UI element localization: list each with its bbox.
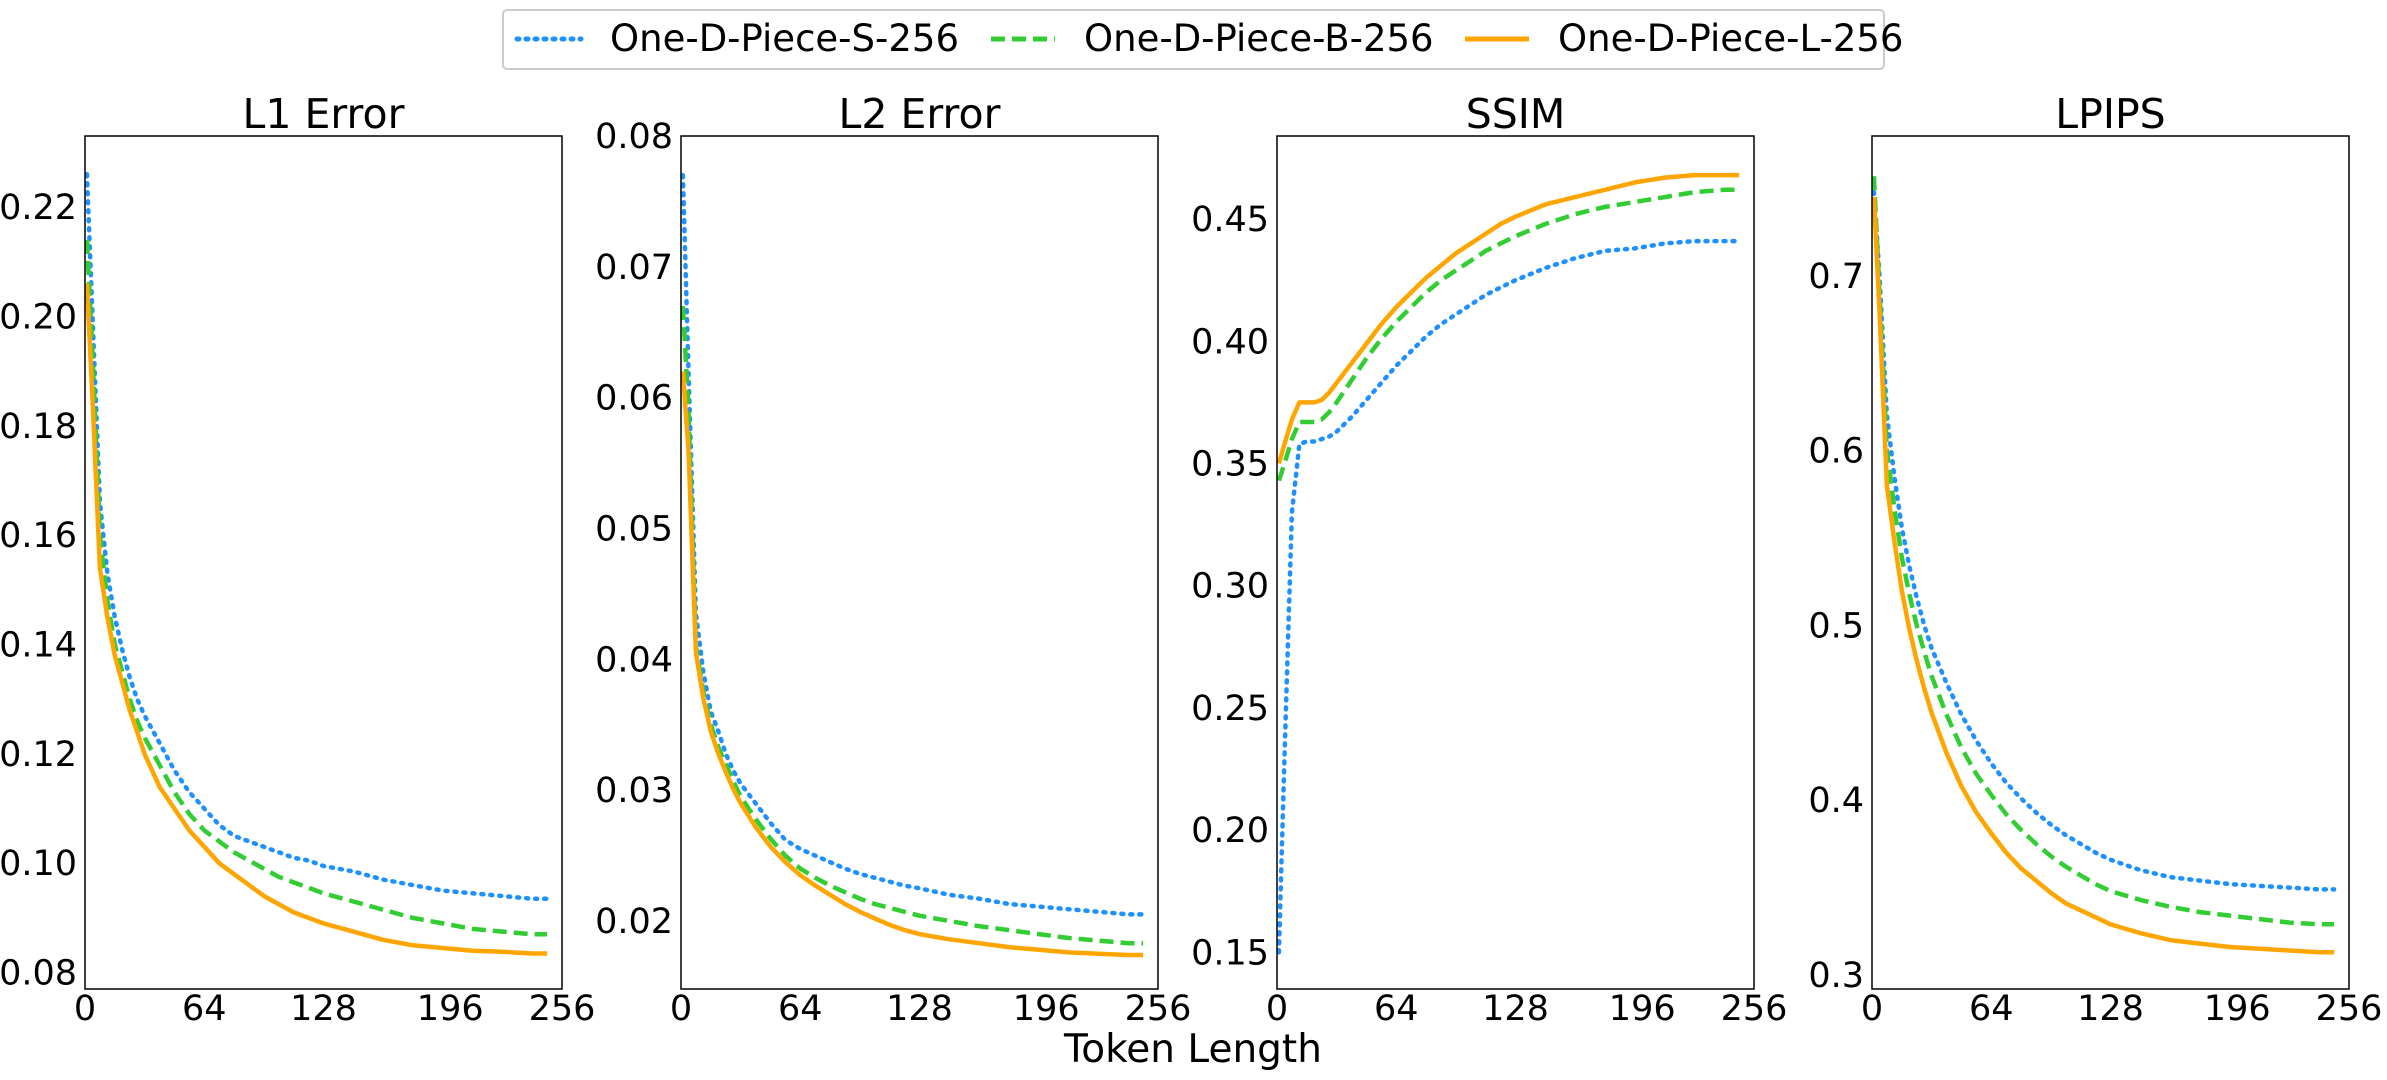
y-tick-label: 0.20 (1191, 811, 1269, 851)
panel-title: L1 Error (243, 90, 405, 138)
series-line (681, 371, 1144, 958)
series-group (1277, 172, 1742, 955)
y-tick-label: 0.25 (1191, 689, 1269, 729)
series-line (1872, 176, 2335, 927)
legend-box (502, 9, 1885, 70)
y-tick-label: 0.02 (595, 902, 673, 942)
y-tick-label: 0.5 (1808, 606, 1864, 646)
x-axis-label: Token Length (1063, 1027, 1322, 1072)
y-tick-label: 0.30 (1191, 567, 1269, 607)
y-tick-label: 0.22 (0, 188, 77, 228)
panel-title: LPIPS (2055, 90, 2165, 138)
series-line (1277, 172, 1740, 465)
x-tick-label: 256 (529, 989, 596, 1029)
y-tick-label: 0.06 (595, 379, 673, 419)
x-tick-label: 256 (1125, 989, 1192, 1029)
x-tick-label: 64 (1374, 989, 1419, 1029)
x-tick-label: 64 (182, 989, 227, 1029)
panel-title: L2 Error (839, 90, 1001, 138)
plot-frame (1276, 135, 1755, 990)
series-group (85, 172, 550, 956)
series-group (1872, 176, 2337, 955)
panel-title: SSIM (1466, 90, 1566, 138)
chart-panels: L1 Error 0 64 128 196 256 0.08 0.10 0.12 0.14 0.16… (0, 90, 2382, 1029)
chart-panel: L1 Error 0 64 128 196 256 0.08 0.10 0.12 0.14 0.16… (0, 90, 595, 1029)
y-tick-label: 0.08 (0, 954, 77, 994)
y-tick-label: 0.08 (595, 117, 673, 157)
y-tick-label: 0.15 (1191, 933, 1269, 973)
x-tick-label: 196 (417, 989, 484, 1029)
series-line (85, 172, 550, 902)
y-tick-label: 0.12 (0, 735, 77, 775)
series-line (85, 239, 548, 937)
y-tick-label: 0.40 (1191, 322, 1269, 362)
x-tick-label: 0 (74, 989, 96, 1029)
plot-frame (680, 135, 1159, 990)
x-tick-label: 128 (1482, 989, 1549, 1029)
x-tick-label: 0 (1266, 989, 1288, 1029)
y-tick-label: 0.35 (1191, 445, 1269, 485)
x-tick-label: 0 (670, 989, 692, 1029)
series-line (1277, 187, 1740, 482)
chart-panel: LPIPS 0 64 128 196 256 0.3 0.4 0.5 0.6 0.7 (1808, 90, 2382, 1029)
x-tick-label: 196 (2204, 989, 2271, 1029)
y-tick-label: 0.4 (1808, 781, 1864, 821)
x-tick-label: 0 (1861, 989, 1883, 1029)
plot-frame (1871, 135, 2350, 990)
x-tick-label: 196 (1609, 989, 1676, 1029)
y-tick-label: 0.7 (1808, 257, 1864, 297)
y-tick-label: 0.20 (0, 297, 77, 337)
y-tick-label: 0.6 (1808, 432, 1864, 472)
chart-panel: SSIM 0 64 128 196 256 0.15 0.20 0.25 0.30 0.35 0.40… (1191, 90, 1787, 1029)
x-tick-label: 256 (2316, 989, 2383, 1029)
y-tick-label: 0.07 (595, 248, 673, 288)
y-tick-label: 0.3 (1808, 956, 1864, 996)
y-tick-label: 0.18 (0, 407, 77, 447)
series-group (681, 172, 1146, 958)
series-line (1872, 189, 2337, 892)
y-tick-label: 0.10 (0, 844, 77, 884)
x-tick-label: 64 (1969, 989, 2014, 1029)
y-tick-label: 0.03 (595, 771, 673, 811)
x-tick-label: 64 (778, 989, 823, 1029)
series-line (681, 172, 1146, 917)
series-line (85, 283, 548, 956)
y-tick-label: 0.16 (0, 516, 77, 556)
legend-label: One-D-Piece-L-256 (1558, 17, 1903, 60)
x-tick-label: 196 (1013, 989, 1080, 1029)
y-tick-label: 0.14 (0, 626, 77, 666)
legend-label: One-D-Piece-S-256 (610, 17, 959, 60)
series-line (1277, 238, 1742, 955)
plot-frame (84, 135, 563, 990)
y-tick-label: 0.05 (595, 509, 673, 549)
chart-panel: L2 Error 0 64 128 196 256 0.02 0.03 0.04 0.05 0.06… (595, 90, 1191, 1029)
y-tick-label: 0.45 (1191, 200, 1269, 240)
y-tick-label: 0.04 (595, 640, 673, 680)
series-line (681, 305, 1144, 946)
x-tick-label: 128 (886, 989, 953, 1029)
legend: One-D-Piece-S-256 One-D-Piece-B-256 One-D-… (502, 9, 1903, 70)
legend-label: One-D-Piece-B-256 (1084, 17, 1434, 60)
series-line (1872, 197, 2335, 955)
x-tick-label: 128 (290, 989, 357, 1029)
x-tick-label: 128 (2077, 989, 2144, 1029)
x-tick-label: 256 (1721, 989, 1788, 1029)
